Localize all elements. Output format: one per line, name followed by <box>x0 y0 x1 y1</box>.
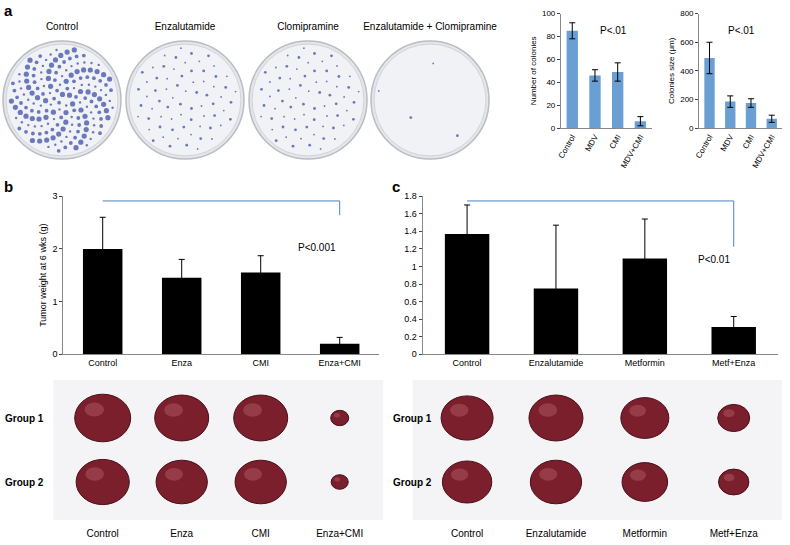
svg-text:Enzalutamide: Enzalutamide <box>526 528 587 539</box>
svg-text:1: 1 <box>52 297 57 307</box>
svg-text:Enzalutamide: Enzalutamide <box>529 358 584 368</box>
svg-text:MDV: MDV <box>583 133 600 153</box>
svg-text:0: 0 <box>689 124 694 133</box>
svg-text:Metf+Enza: Metf+Enza <box>710 528 759 539</box>
svg-text:Metf+Enza: Metf+Enza <box>712 358 755 368</box>
svg-text:CMI: CMI <box>608 133 623 150</box>
svg-text:Group 1: Group 1 <box>5 413 44 424</box>
svg-text:0: 0 <box>412 349 417 359</box>
svg-text:0.8: 0.8 <box>404 279 417 289</box>
svg-text:c: c <box>392 178 400 195</box>
svg-text:0: 0 <box>52 349 57 359</box>
svg-text:1.6: 1.6 <box>404 209 417 219</box>
svg-text:0.4: 0.4 <box>404 314 417 324</box>
svg-text:b: b <box>4 178 13 195</box>
svg-text:MDV: MDV <box>719 133 736 153</box>
svg-text:Tumor weight at 6 wks (g): Tumor weight at 6 wks (g) <box>38 224 48 327</box>
svg-text:0.2: 0.2 <box>404 332 417 342</box>
svg-text:P<.01: P<.01 <box>728 25 755 36</box>
svg-text:Enza+CMI: Enza+CMI <box>316 528 363 539</box>
svg-text:MDV+CMI: MDV+CMI <box>619 133 645 170</box>
svg-text:Enzalutamide + Clomipramine: Enzalutamide + Clomipramine <box>363 21 497 32</box>
svg-text:1.4: 1.4 <box>404 226 417 236</box>
svg-text:1.8: 1.8 <box>404 191 417 201</box>
svg-text:Control: Control <box>557 133 578 160</box>
svg-text:600: 600 <box>680 38 694 47</box>
svg-text:Control: Control <box>694 133 715 160</box>
svg-text:1: 1 <box>412 262 417 272</box>
svg-text:800: 800 <box>680 9 694 18</box>
svg-text:CMI: CMI <box>252 528 270 539</box>
svg-text:CMI: CMI <box>252 358 269 368</box>
svg-text:P<.01: P<.01 <box>600 25 627 36</box>
svg-text:MDV+CMI: MDV+CMI <box>751 133 777 170</box>
svg-text:Control: Control <box>88 358 117 368</box>
svg-text:20: 20 <box>546 101 555 110</box>
svg-text:P<0.001: P<0.001 <box>298 242 336 253</box>
svg-text:Control: Control <box>87 528 119 539</box>
svg-text:Clomipramine: Clomipramine <box>277 21 339 32</box>
svg-text:0: 0 <box>551 124 556 133</box>
svg-text:80: 80 <box>546 32 555 41</box>
svg-text:100: 100 <box>542 9 556 18</box>
svg-text:1.2: 1.2 <box>404 244 417 254</box>
svg-text:Enzalutamide: Enzalutamide <box>155 21 216 32</box>
svg-text:Number of colonies: Number of colonies <box>529 36 538 105</box>
svg-text:200: 200 <box>680 95 694 104</box>
svg-text:Metformin: Metformin <box>623 528 667 539</box>
svg-text:Control: Control <box>451 528 483 539</box>
svg-text:Metformin: Metformin <box>625 358 665 368</box>
svg-text:40: 40 <box>546 78 555 87</box>
svg-text:60: 60 <box>546 55 555 64</box>
svg-text:3: 3 <box>52 191 57 201</box>
svg-text:Enza: Enza <box>171 358 192 368</box>
svg-text:Colonies size (μm): Colonies size (μm) <box>667 37 676 104</box>
svg-text:0.6: 0.6 <box>404 297 417 307</box>
svg-text:Group 2: Group 2 <box>393 477 432 488</box>
svg-text:Control: Control <box>453 358 482 368</box>
svg-text:2: 2 <box>52 244 57 254</box>
svg-text:a: a <box>4 2 13 19</box>
svg-text:Group 2: Group 2 <box>5 477 44 488</box>
svg-text:400: 400 <box>680 67 694 76</box>
svg-text:Enza: Enza <box>170 528 193 539</box>
svg-text:Enza+CMI: Enza+CMI <box>319 358 361 368</box>
svg-text:CMI: CMI <box>741 133 756 150</box>
svg-text:P<0.01: P<0.01 <box>698 254 730 265</box>
svg-text:Control: Control <box>46 21 78 32</box>
svg-text:Group 1: Group 1 <box>393 413 432 424</box>
